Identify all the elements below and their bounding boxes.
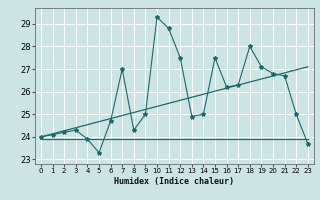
X-axis label: Humidex (Indice chaleur): Humidex (Indice chaleur) <box>115 177 235 186</box>
